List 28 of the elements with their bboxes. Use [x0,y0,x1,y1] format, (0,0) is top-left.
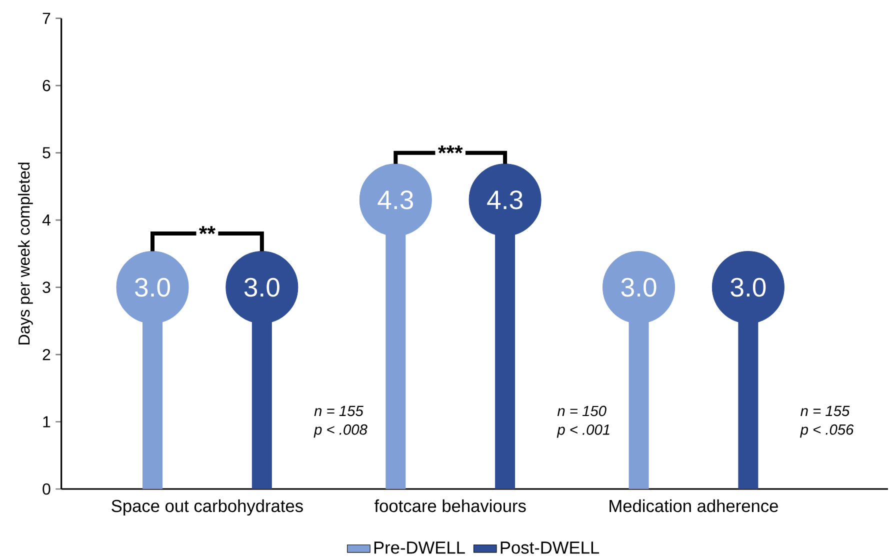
annotation: ** [198,226,216,234]
y-tick-label: 5 [42,147,50,158]
data-label: 4.3 [487,190,522,210]
y-tick-label: 4 [42,214,50,226]
annotation: p < .001 [556,424,610,438]
data-label: 3.0 [730,278,766,297]
annotation: n = 155 [800,406,850,416]
data-label: 4.3 [378,190,414,210]
legend-label: Post-DWELL [500,542,600,554]
y-tick-label: 0 [42,483,50,495]
annotation: n = 155 [314,406,364,416]
annotation: n = 150 [557,406,606,416]
y-tick-label: 1 [43,416,50,428]
data-label: 3.0 [244,278,280,297]
data-label: 3.0 [621,278,656,297]
y-tick-label: 6 [42,80,50,92]
y-tick-label: 3 [42,282,50,293]
x-tick-label: footcare behaviours [374,499,526,512]
data-label: 3.0 [135,278,170,297]
x-tick-label: Medication adherence [610,499,778,512]
annotation: p < .056 [800,424,854,438]
y-axis-title: Days per week completed [18,162,33,344]
y-tick-label: 7 [42,12,50,24]
y-tick-label: 2 [42,348,50,360]
x-tick-label: Space out carbohydrates [112,499,303,516]
annotation: p < .008 [314,424,368,438]
annotation: *** [438,145,463,154]
legend-label: Pre-DWELL [374,542,465,554]
